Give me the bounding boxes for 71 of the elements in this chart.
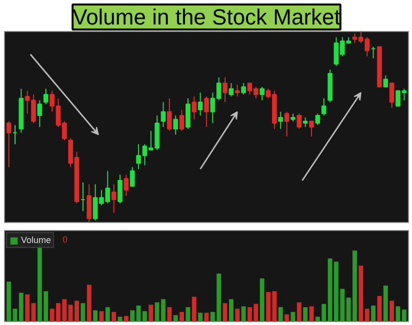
candlestick bbox=[198, 92, 203, 116]
candlestick bbox=[118, 174, 122, 204]
bar bbox=[402, 310, 406, 322]
bar bbox=[25, 294, 30, 322]
bar bbox=[112, 312, 116, 322]
candlestick bbox=[284, 111, 290, 138]
candlestick bbox=[37, 100, 42, 128]
bar bbox=[118, 316, 122, 322]
candlestick bbox=[192, 96, 197, 120]
bar bbox=[12, 308, 18, 322]
candlestick bbox=[302, 116, 308, 128]
candlestick bbox=[309, 120, 314, 138]
bar bbox=[80, 303, 86, 322]
candlestick bbox=[278, 111, 284, 130]
candlestick bbox=[173, 115, 178, 136]
candlestick bbox=[228, 82, 234, 97]
bar bbox=[173, 315, 178, 322]
candlestick bbox=[124, 174, 129, 196]
candlestick bbox=[6, 120, 12, 168]
bar bbox=[186, 307, 190, 322]
candlestick bbox=[86, 184, 92, 222]
bar bbox=[377, 296, 382, 322]
bar bbox=[192, 296, 196, 322]
candlestick bbox=[43, 88, 48, 105]
bar bbox=[358, 266, 364, 322]
bar bbox=[86, 284, 92, 322]
bar bbox=[130, 310, 135, 322]
candlestick bbox=[389, 82, 394, 108]
bar bbox=[180, 312, 184, 322]
bar bbox=[383, 286, 388, 322]
bar bbox=[228, 299, 234, 322]
candlestick bbox=[160, 102, 166, 128]
bar bbox=[278, 307, 283, 322]
bar bbox=[167, 307, 172, 322]
bar bbox=[284, 314, 290, 322]
candlestick bbox=[167, 98, 172, 132]
bar bbox=[18, 292, 24, 322]
legend-label: Volume bbox=[21, 235, 52, 245]
candlestick bbox=[111, 184, 116, 214]
bar bbox=[364, 308, 370, 322]
bar bbox=[241, 306, 246, 322]
bar bbox=[99, 311, 104, 322]
bar bbox=[235, 308, 240, 322]
bar bbox=[148, 304, 154, 322]
bar bbox=[93, 310, 98, 322]
bar bbox=[198, 312, 203, 322]
candlestick bbox=[222, 76, 228, 103]
annotation: 0 bbox=[62, 234, 68, 244]
bar bbox=[303, 307, 308, 322]
bar bbox=[390, 300, 394, 322]
candlestick bbox=[179, 109, 184, 132]
chart-title: Volume in the Stock Market bbox=[72, 4, 340, 30]
bar bbox=[105, 307, 110, 322]
candlestick bbox=[321, 98, 326, 116]
candlestick bbox=[234, 84, 240, 97]
candlestick bbox=[383, 74, 388, 88]
bar bbox=[6, 282, 12, 322]
bar bbox=[296, 302, 302, 322]
bar bbox=[371, 306, 376, 322]
bar bbox=[204, 312, 209, 322]
candlestick bbox=[130, 166, 135, 187]
bar bbox=[31, 303, 36, 322]
candlestick bbox=[241, 82, 246, 96]
candlestick bbox=[315, 113, 320, 126]
bar bbox=[222, 303, 228, 322]
candlestick bbox=[186, 98, 190, 130]
bar bbox=[124, 316, 128, 322]
candlestick bbox=[204, 96, 209, 128]
candlestick bbox=[260, 86, 265, 101]
candlestick bbox=[296, 113, 302, 130]
bar bbox=[260, 278, 264, 322]
